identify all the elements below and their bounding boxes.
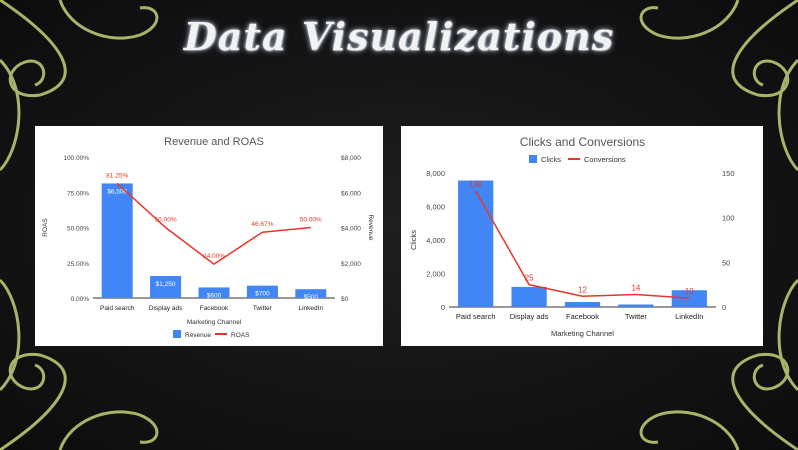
x-category-label: Paid search bbox=[456, 312, 496, 321]
y-left-tick-label: 2,000 bbox=[426, 270, 445, 279]
line-data-label: 130 bbox=[469, 180, 483, 189]
x-axis-title: Marketing Channel bbox=[551, 329, 614, 338]
y-left-tick-label: 100.00% bbox=[63, 155, 89, 162]
bar-revenue bbox=[150, 275, 182, 298]
legend-label: Conversions bbox=[584, 155, 626, 164]
y-right-tick-label: 50 bbox=[722, 258, 730, 267]
bar-revenue bbox=[295, 289, 327, 298]
bar-revenue bbox=[246, 285, 278, 298]
y-right-tick-label: $4,000 bbox=[341, 226, 361, 233]
y-right-axis-title: Revenue bbox=[367, 214, 374, 240]
x-category-label: Facebook bbox=[566, 312, 599, 321]
y-right-tick-label: $0 bbox=[341, 296, 349, 303]
page-title: Data Visualizations bbox=[183, 14, 615, 59]
chart-title: Revenue and ROAS bbox=[164, 136, 264, 148]
x-axis-title: Marketing Channel bbox=[187, 319, 242, 326]
y-left-tick-label: 50.00% bbox=[67, 226, 89, 233]
y-left-axis-title: Clicks bbox=[409, 230, 418, 250]
x-category-label: Display ads bbox=[149, 305, 183, 312]
legend-label: ROAS bbox=[231, 332, 250, 339]
line-data-label: 25 bbox=[525, 274, 534, 283]
bar-revenue bbox=[101, 183, 133, 298]
line-data-label: 50.00% bbox=[300, 217, 322, 224]
bar-data-label: $1,250 bbox=[156, 281, 176, 288]
bar-clicks bbox=[618, 304, 654, 307]
x-category-label: LinkedIn bbox=[299, 305, 324, 312]
bar-data-label: $600 bbox=[207, 292, 222, 299]
legend-swatch-bar bbox=[173, 330, 181, 338]
y-left-tick-label: 4,000 bbox=[426, 236, 445, 245]
bar-clicks bbox=[671, 290, 707, 307]
y-right-tick-label: $6,000 bbox=[341, 190, 361, 197]
line-data-label: 12 bbox=[578, 285, 587, 294]
x-category-label: Twitter bbox=[253, 305, 273, 312]
x-category-label: Twitter bbox=[625, 312, 648, 321]
bar-data-label: $500 bbox=[304, 294, 319, 301]
line-data-label: 50.00% bbox=[155, 217, 177, 224]
y-left-tick-label: 0.00% bbox=[71, 296, 90, 303]
clicks-conversions-chart: Clicks and Conversions 0 2,000 4,000 6,000 8,… bbox=[409, 135, 735, 338]
bar-data-label: $6,500 bbox=[107, 188, 127, 195]
corner-ornament-bottom-right bbox=[639, 278, 798, 450]
line-data-label: 10 bbox=[685, 287, 694, 296]
line-data-label: 81.25% bbox=[106, 172, 128, 179]
line-data-label: 46.67% bbox=[251, 221, 273, 228]
line-conversions bbox=[475, 190, 690, 299]
y-right-tick-label: $8,000 bbox=[341, 155, 361, 162]
legend-label: Clicks bbox=[541, 155, 561, 164]
legend-swatch-bar bbox=[529, 155, 537, 163]
bar-clicks bbox=[564, 301, 601, 307]
x-category-label: Display ads bbox=[510, 312, 549, 321]
revenue-roas-chart: Revenue and ROAS 0.00% 25.00% 50.00% 75.00% 1… bbox=[42, 136, 374, 339]
clicks-conversions-chart-panel: Clicks and Conversions 0 2,000 4,000 6,000 8,… bbox=[401, 126, 763, 346]
y-left-axis-title: ROAS bbox=[42, 218, 49, 237]
line-data-label: 14 bbox=[631, 283, 640, 292]
y-left-tick-label: 6,000 bbox=[426, 203, 445, 212]
y-right-tick-label: 150 bbox=[722, 169, 735, 178]
bar-clicks bbox=[511, 286, 547, 307]
bar-clicks bbox=[458, 180, 494, 307]
line-roas bbox=[116, 182, 311, 266]
corner-ornament-top-right bbox=[639, 0, 798, 172]
corner-ornament-top-left bbox=[0, 0, 159, 172]
bar-revenue bbox=[198, 287, 230, 298]
y-right-tick-label: $2,000 bbox=[341, 261, 361, 268]
y-left-tick-label: 0 bbox=[441, 303, 445, 312]
y-left-tick-label: 8,000 bbox=[426, 169, 445, 178]
corner-ornament-bottom-left bbox=[0, 278, 159, 450]
chart-title: Clicks and Conversions bbox=[520, 135, 645, 149]
line-data-label: 24.00% bbox=[203, 253, 225, 260]
y-right-tick-label: 100 bbox=[722, 214, 735, 223]
y-right-tick-label: 0 bbox=[722, 303, 726, 312]
legend-label: Revenue bbox=[185, 332, 211, 339]
x-category-label: Facebook bbox=[200, 305, 229, 312]
revenue-roas-chart-panel: Revenue and ROAS 0.00% 25.00% 50.00% 75.00% 1… bbox=[35, 126, 383, 346]
y-left-tick-label: 75.00% bbox=[67, 190, 89, 197]
bar-data-label: $700 bbox=[255, 291, 270, 298]
y-left-tick-label: 25.00% bbox=[67, 261, 89, 268]
x-category-label: LinkedIn bbox=[675, 312, 703, 321]
x-category-label: Paid search bbox=[100, 305, 135, 312]
